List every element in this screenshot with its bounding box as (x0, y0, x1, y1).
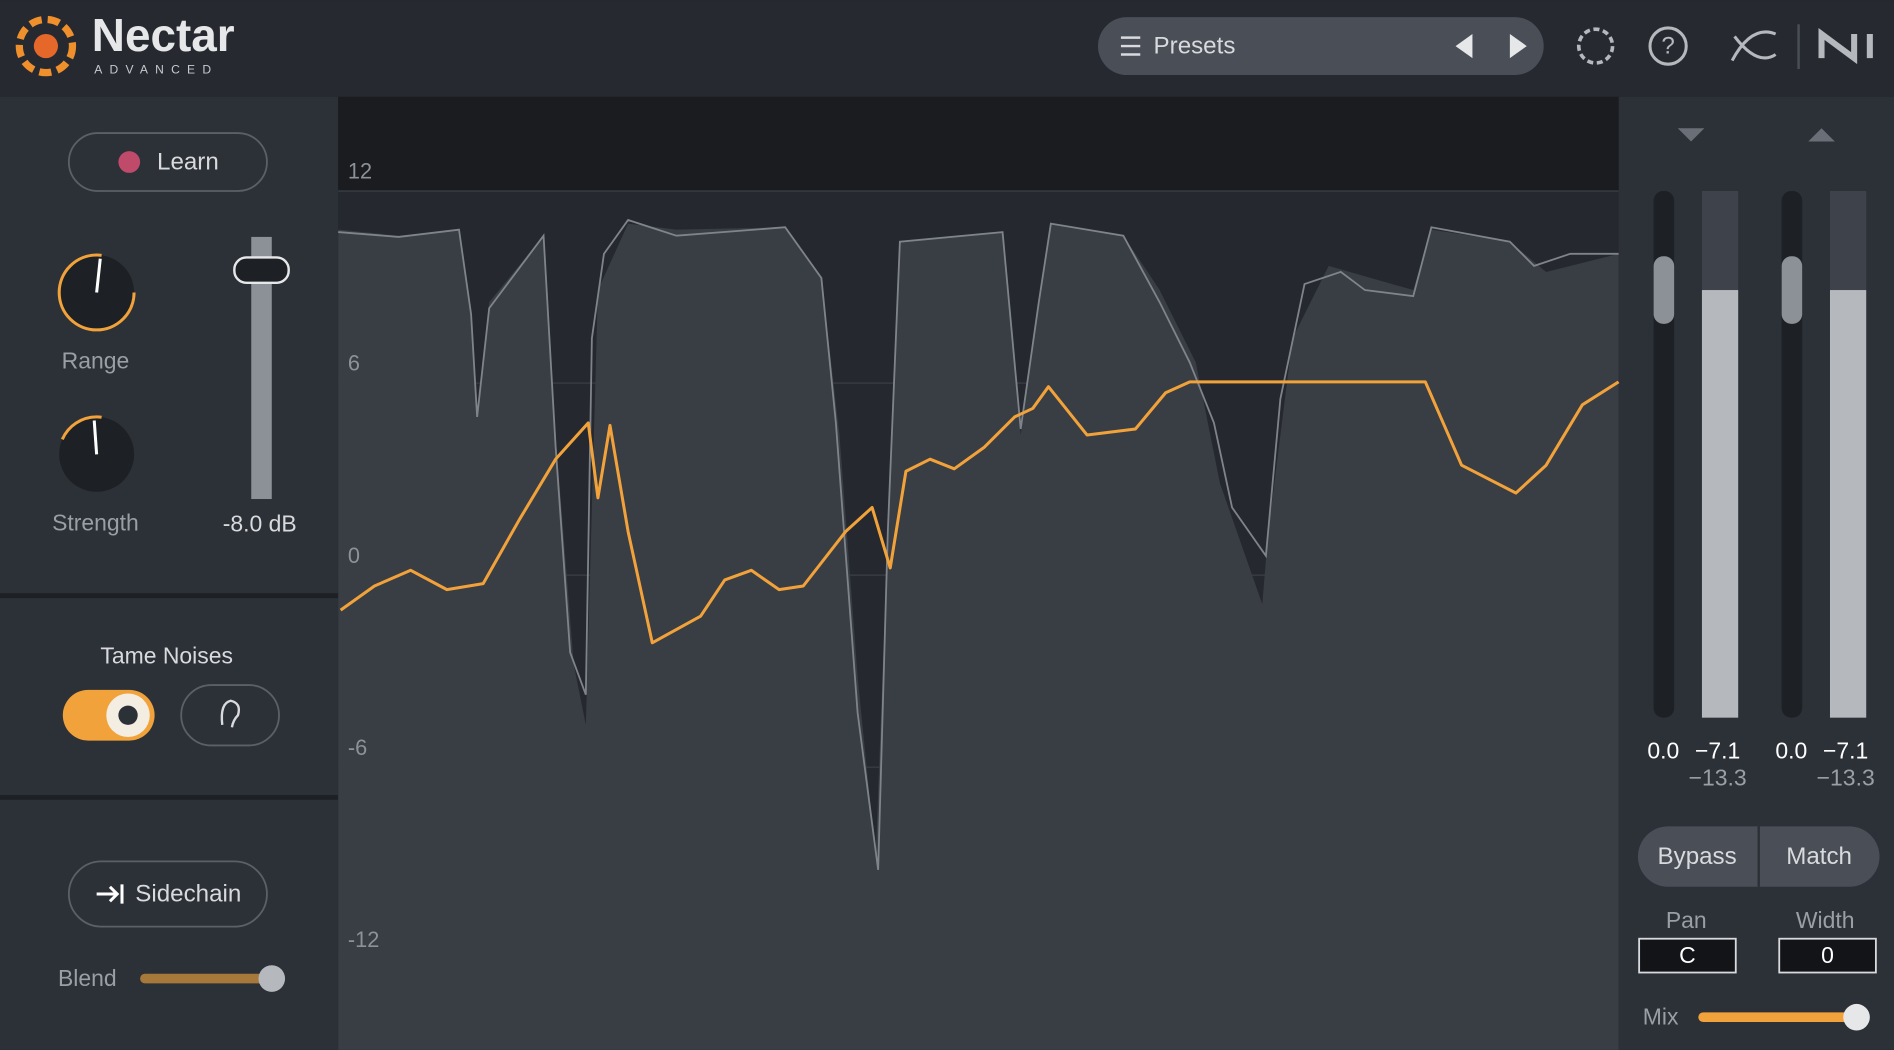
gain-fader-handle[interactable] (233, 256, 290, 285)
match-button[interactable]: Match (1786, 843, 1852, 870)
strength-label: Strength (52, 509, 139, 535)
sidechain-label: Sidechain (135, 881, 241, 908)
list-icon (1120, 36, 1141, 56)
width-label: Width (1796, 907, 1855, 933)
learn-label: Learn (157, 149, 219, 176)
settings-icon[interactable] (1576, 27, 1615, 65)
output-rms-value: −13.3 (1817, 764, 1875, 790)
sidechain-icon (96, 884, 124, 904)
next-preset[interactable] (1509, 33, 1527, 59)
header-bar (0, 0, 1894, 97)
ni-logo[interactable] (1818, 27, 1873, 65)
learn-icon (118, 151, 141, 173)
grid-label: 6 (348, 351, 360, 376)
listen-button[interactable] (180, 684, 280, 747)
blend-handle[interactable] (258, 965, 286, 992)
input-marker (1677, 128, 1705, 142)
input-peak-value: −7.1 (1695, 738, 1740, 764)
blend-label: Blend (58, 965, 117, 991)
app-title: Nectar (92, 9, 235, 61)
app-subtitle: ADVANCED (94, 62, 218, 76)
gain-value: -8.0 dB (223, 511, 297, 537)
tame-noises-label: Tame Noises (100, 642, 233, 668)
input-meter-level (1701, 290, 1739, 718)
input-gain-value: 0.0 (1647, 738, 1679, 764)
waveform-area (338, 223, 1619, 1050)
gain-fader-track (251, 236, 272, 500)
gain-curve (339, 380, 1620, 645)
left-panel (0, 96, 339, 1050)
help-glyph: ? (1661, 33, 1674, 60)
prev-preset[interactable] (1455, 33, 1473, 59)
waveform-line (338, 218, 1619, 870)
input-rms-value: −13.3 (1689, 764, 1747, 790)
width-value: 0 (1821, 942, 1834, 968)
ear-icon (220, 699, 241, 728)
grid-label: 12 (348, 159, 372, 184)
presets-label[interactable]: Presets (1154, 33, 1236, 60)
knob-pointer (92, 420, 99, 455)
presets-bar[interactable] (1097, 17, 1544, 76)
knob-pointer (95, 258, 102, 293)
grid-label: -12 (348, 927, 379, 952)
grid-label: -6 (348, 735, 367, 760)
range-knob[interactable] (57, 253, 136, 332)
width-field[interactable] (1778, 937, 1877, 974)
pan-label: Pan (1666, 907, 1707, 933)
pan-field[interactable] (1638, 937, 1737, 974)
logo (15, 15, 77, 77)
learn-button[interactable] (67, 132, 268, 192)
display-top (338, 96, 1619, 192)
link-icon[interactable] (1730, 30, 1777, 62)
mix-label: Mix (1643, 1003, 1679, 1029)
toggle-dot (118, 705, 138, 725)
range-label: Range (62, 348, 130, 374)
bypass-button[interactable]: Bypass (1658, 843, 1737, 870)
mix-handle[interactable] (1843, 1003, 1870, 1031)
help-icon[interactable] (1648, 26, 1688, 66)
output-gain-value: 0.0 (1775, 738, 1807, 764)
sidechain-button[interactable] (67, 860, 268, 928)
pan-value: C (1679, 942, 1696, 968)
output-meter-level (1829, 290, 1867, 718)
grid-label: 0 (348, 543, 360, 568)
output-marker (1808, 128, 1835, 142)
output-peak-value: −7.1 (1823, 738, 1868, 764)
output-gain-handle[interactable] (1781, 256, 1803, 324)
input-gain-handle[interactable] (1653, 256, 1675, 324)
